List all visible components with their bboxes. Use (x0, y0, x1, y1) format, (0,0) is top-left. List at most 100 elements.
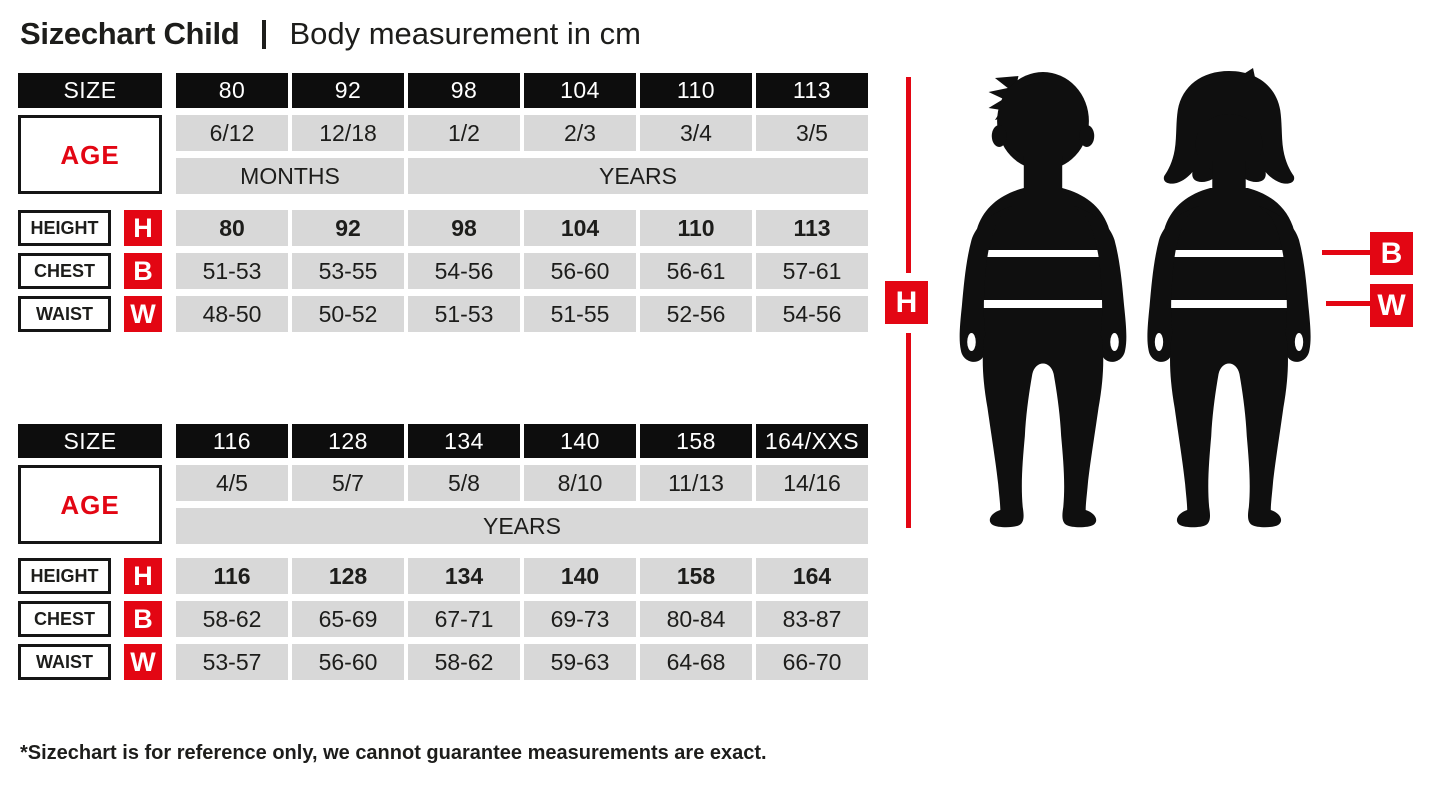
age-value-cell: 11/13 (640, 465, 752, 501)
height-line-bottom (906, 333, 911, 528)
waist-value-cell: 51-53 (408, 296, 520, 332)
chest-value-cell: 56-60 (524, 253, 636, 289)
chest-label-box: CHEST (18, 253, 111, 289)
boy-silhouette-icon (948, 72, 1138, 528)
age-row-label: AGE (18, 115, 162, 194)
waist-value-cell: 64-68 (640, 644, 752, 680)
size-row-label: SIZE (18, 424, 162, 458)
age-unit-cell: YEARS (176, 508, 868, 544)
chest-value-cell: 51-53 (176, 253, 288, 289)
age-value-cell: 3/5 (756, 115, 868, 151)
waist-callout-line (1326, 301, 1372, 306)
size-table-large: SIZE 116 128 134 140 158 164/XXS AGE 4/5 5/7 5/8 8/… (18, 424, 868, 680)
height-label-box: HEIGHT (18, 558, 111, 594)
w-letter-badge: W (124, 644, 162, 680)
age-value-cell: 4/5 (176, 465, 288, 501)
height-value-cell: 128 (292, 558, 404, 594)
girl-silhouette-icon (1136, 68, 1322, 528)
size-value-cell: 110 (640, 73, 752, 108)
height-value-cell: 110 (640, 210, 752, 246)
waist-row-label: WAIST W (18, 296, 162, 332)
size-value-cell: 134 (408, 424, 520, 458)
title-main: Sizechart Child (20, 16, 240, 51)
waist-value-cell: 58-62 (408, 644, 520, 680)
chest-value-cell: 56-61 (640, 253, 752, 289)
h-letter-badge: H (124, 210, 162, 246)
size-value-cell: 92 (292, 73, 404, 108)
size-value-cell: 104 (524, 73, 636, 108)
waist-label-box: WAIST (18, 644, 111, 680)
age-value-cell: 2/3 (524, 115, 636, 151)
age-value-cell: 14/16 (756, 465, 868, 501)
chest-value-cell: 57-61 (756, 253, 868, 289)
height-value-cell: 158 (640, 558, 752, 594)
height-value-cell: 92 (292, 210, 404, 246)
age-value-cell: 5/7 (292, 465, 404, 501)
height-row-label: HEIGHT H (18, 558, 162, 594)
age-unit-cell: MONTHS (176, 158, 404, 194)
waist-value-cell: 56-60 (292, 644, 404, 680)
chest-value-cell: 54-56 (408, 253, 520, 289)
waist-value-cell: 48-50 (176, 296, 288, 332)
waist-label-box: WAIST (18, 296, 111, 332)
chest-callout-line (1320, 250, 1372, 255)
age-row-label: AGE (18, 465, 162, 544)
w-letter-badge: W (124, 296, 162, 332)
age-value-cell: 12/18 (292, 115, 404, 151)
waist-value-cell: 66-70 (756, 644, 868, 680)
height-value-cell: 104 (524, 210, 636, 246)
height-value-cell: 113 (756, 210, 868, 246)
height-row-label: HEIGHT H (18, 210, 162, 246)
height-value-cell: 134 (408, 558, 520, 594)
height-value-cell: 98 (408, 210, 520, 246)
size-value-cell: 140 (524, 424, 636, 458)
chest-label-box: CHEST (18, 601, 111, 637)
page-title: Sizechart Child Body measurement in cm (20, 16, 641, 52)
age-value-cell: 1/2 (408, 115, 520, 151)
waist-value-cell: 53-57 (176, 644, 288, 680)
size-value-cell: 113 (756, 73, 868, 108)
b-letter-badge: B (124, 601, 162, 637)
chest-value-cell: 58-62 (176, 601, 288, 637)
chest-value-cell: 83-87 (756, 601, 868, 637)
chest-row-label: CHEST B (18, 601, 162, 637)
waist-value-cell: 52-56 (640, 296, 752, 332)
chest-value-cell: 80-84 (640, 601, 752, 637)
size-value-cell: 158 (640, 424, 752, 458)
title-separator (262, 19, 267, 49)
waist-value-cell: 54-56 (756, 296, 868, 332)
height-value-cell: 116 (176, 558, 288, 594)
size-table-small: SIZE 80 92 98 104 110 113 AGE 6/12 12/18 1/2 2/3 3/4… (18, 73, 868, 332)
age-value-cell: 8/10 (524, 465, 636, 501)
size-value-cell: 116 (176, 424, 288, 458)
chest-value-cell: 69-73 (524, 601, 636, 637)
b-letter-badge: B (124, 253, 162, 289)
height-label-box: HEIGHT (18, 210, 111, 246)
h-letter-badge: H (124, 558, 162, 594)
chest-marker-badge: B (1370, 232, 1413, 275)
height-value-cell: 140 (524, 558, 636, 594)
age-value-cell: 3/4 (640, 115, 752, 151)
chest-value-cell: 67-71 (408, 601, 520, 637)
age-value-cell: 6/12 (176, 115, 288, 151)
size-row-label: SIZE (18, 73, 162, 108)
age-value-cell: 5/8 (408, 465, 520, 501)
size-value-cell: 98 (408, 73, 520, 108)
waist-row-label: WAIST W (18, 644, 162, 680)
age-unit-cell: YEARS (408, 158, 868, 194)
chest-value-cell: 65-69 (292, 601, 404, 637)
height-value-cell: 80 (176, 210, 288, 246)
size-value-cell: 80 (176, 73, 288, 108)
waist-value-cell: 50-52 (292, 296, 404, 332)
height-line-top (906, 77, 911, 273)
waist-marker-badge: W (1370, 284, 1413, 327)
chest-row-label: CHEST B (18, 253, 162, 289)
size-value-cell: 128 (292, 424, 404, 458)
disclaimer-footnote: *Sizechart is for reference only, we can… (20, 742, 767, 764)
height-value-cell: 164 (756, 558, 868, 594)
waist-value-cell: 51-55 (524, 296, 636, 332)
chest-value-cell: 53-55 (292, 253, 404, 289)
height-marker-badge: H (885, 281, 928, 324)
waist-value-cell: 59-63 (524, 644, 636, 680)
